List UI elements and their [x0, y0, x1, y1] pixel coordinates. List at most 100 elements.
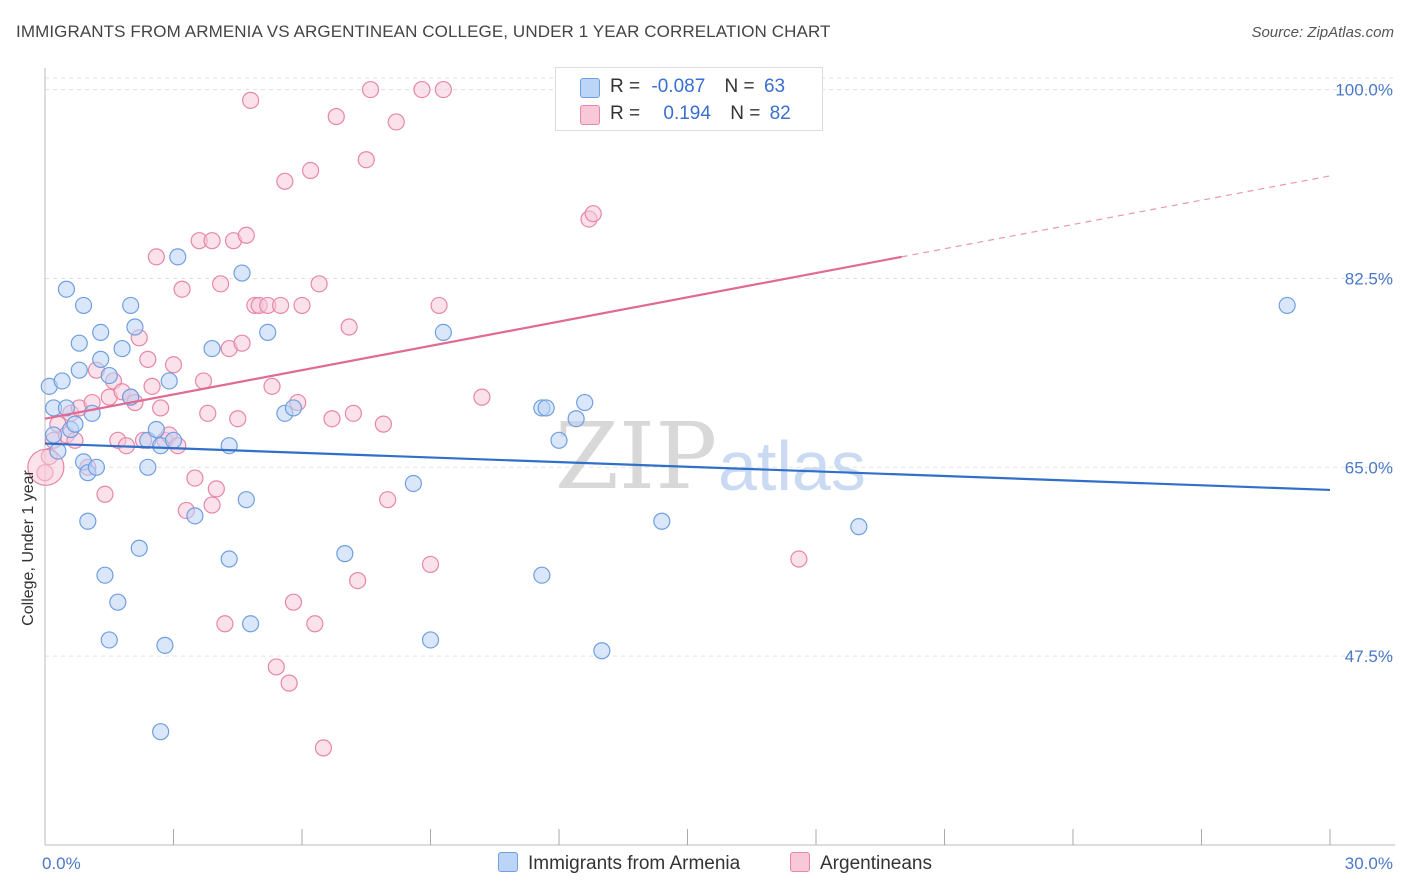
legend-r-value: 0.194: [663, 103, 711, 124]
point-argentineans: [229, 410, 247, 428]
bottom-legend-label-armenia: Immigrants from Armenia: [528, 853, 741, 874]
point-argentineans: [473, 388, 491, 406]
point-argentineans: [323, 410, 341, 428]
point-argentineans: [314, 739, 333, 757]
point-armenia: [593, 642, 611, 660]
point-armenia: [653, 512, 671, 530]
point-armenia: [109, 593, 127, 611]
point-argentineans: [421, 555, 440, 574]
legend-r-value: -0.087: [651, 76, 706, 97]
point-armenia: [537, 399, 555, 417]
bottom-legend-swatch-armenia: [498, 852, 518, 872]
point-armenia: [66, 415, 84, 433]
point-argentineans: [284, 593, 303, 611]
point-armenia: [164, 431, 183, 449]
watermark: ZIP atlas: [555, 403, 866, 510]
series-argentineans-points: [27, 80, 808, 757]
point-argentineans: [263, 377, 281, 395]
trend-line-argentineans-dashed: [901, 175, 1331, 258]
point-armenia: [160, 372, 178, 390]
point-argentineans: [327, 107, 345, 126]
point-argentineans: [233, 334, 251, 352]
point-armenia: [203, 339, 221, 358]
point-argentineans: [430, 296, 448, 315]
point-armenia: [169, 248, 187, 266]
point-armenia: [130, 539, 148, 557]
point-armenia: [57, 399, 76, 417]
point-armenia: [434, 323, 452, 341]
legend-n-label: N =: [730, 103, 761, 124]
point-argentineans: [203, 496, 221, 514]
point-argentineans: [147, 248, 165, 266]
point-armenia: [70, 361, 88, 379]
point-argentineans: [790, 550, 808, 568]
point-armenia: [92, 350, 110, 368]
point-armenia: [92, 323, 110, 341]
legend-n-label: N =: [724, 76, 755, 97]
trend-lines: [44, 175, 1331, 492]
point-argentineans: [237, 226, 255, 244]
point-argentineans: [387, 113, 405, 131]
point-argentineans: [199, 404, 217, 422]
bottom-legend-swatch-argentineans: [790, 852, 810, 872]
point-armenia: [404, 474, 422, 493]
point-argentineans: [173, 280, 191, 298]
bottom-legend-argentineans: Argentineans: [790, 852, 932, 875]
point-argentineans: [379, 491, 397, 509]
point-armenia: [1278, 296, 1296, 315]
point-argentineans: [267, 658, 285, 676]
point-armenia: [421, 631, 440, 649]
point-armenia: [96, 566, 114, 584]
y-axis-title: College, Under 1 year: [20, 470, 37, 626]
legend-r-label: R =: [610, 76, 641, 97]
y-tick-label: 65.0%: [1345, 458, 1393, 477]
point-armenia: [139, 458, 157, 476]
point-argentineans: [194, 372, 213, 390]
stats-legend: R = -0.087 N = 63 R = 0.194 N = 82: [555, 67, 823, 131]
y-tick-label: 47.5%: [1345, 647, 1393, 666]
point-argentineans: [276, 172, 294, 190]
point-armenia: [79, 512, 97, 530]
point-armenia: [44, 426, 63, 444]
point-armenia: [284, 399, 303, 417]
point-argentineans: [164, 356, 183, 374]
point-armenia: [156, 636, 174, 654]
legend-swatch-armenia: [580, 78, 600, 98]
point-argentineans: [216, 615, 234, 633]
point-armenia: [336, 545, 354, 563]
point-armenia: [147, 420, 165, 439]
x-tick-label: 30.0%: [1345, 854, 1393, 873]
point-argentineans: [293, 296, 311, 315]
point-argentineans: [344, 404, 362, 422]
point-argentineans: [186, 469, 204, 487]
legend-swatch-argentineans: [580, 105, 600, 125]
chart-title: IMMIGRANTS FROM ARMENIA VS ARGENTINEAN C…: [16, 22, 831, 41]
y-tick-label: 82.5%: [1345, 269, 1393, 288]
point-armenia: [100, 631, 118, 649]
watermark-atlas: atlas: [718, 427, 866, 505]
series-armenia-points: [40, 248, 1296, 741]
point-armenia: [186, 507, 204, 525]
point-armenia: [74, 296, 93, 315]
trend-line-argentineans: [44, 255, 902, 420]
point-armenia: [550, 431, 568, 449]
y-tick-labels: 100.0% 82.5% 65.0% 47.5%: [1335, 81, 1393, 667]
point-armenia: [126, 318, 144, 336]
point-armenia: [533, 566, 551, 584]
point-argentineans: [271, 296, 290, 315]
point-armenia: [220, 550, 238, 568]
point-argentineans: [280, 674, 298, 692]
bottom-legend-label-argentineans: Argentineans: [820, 853, 932, 874]
point-argentineans: [306, 615, 324, 633]
point-argentineans: [361, 80, 380, 99]
point-argentineans: [434, 80, 452, 99]
trend-line-armenia: [44, 442, 1331, 492]
point-argentineans: [139, 350, 157, 368]
point-armenia: [49, 442, 67, 460]
point-argentineans: [310, 275, 328, 293]
gridlines: [45, 77, 1395, 657]
point-armenia: [567, 410, 585, 428]
point-argentineans: [340, 318, 358, 336]
point-argentineans: [301, 161, 320, 180]
